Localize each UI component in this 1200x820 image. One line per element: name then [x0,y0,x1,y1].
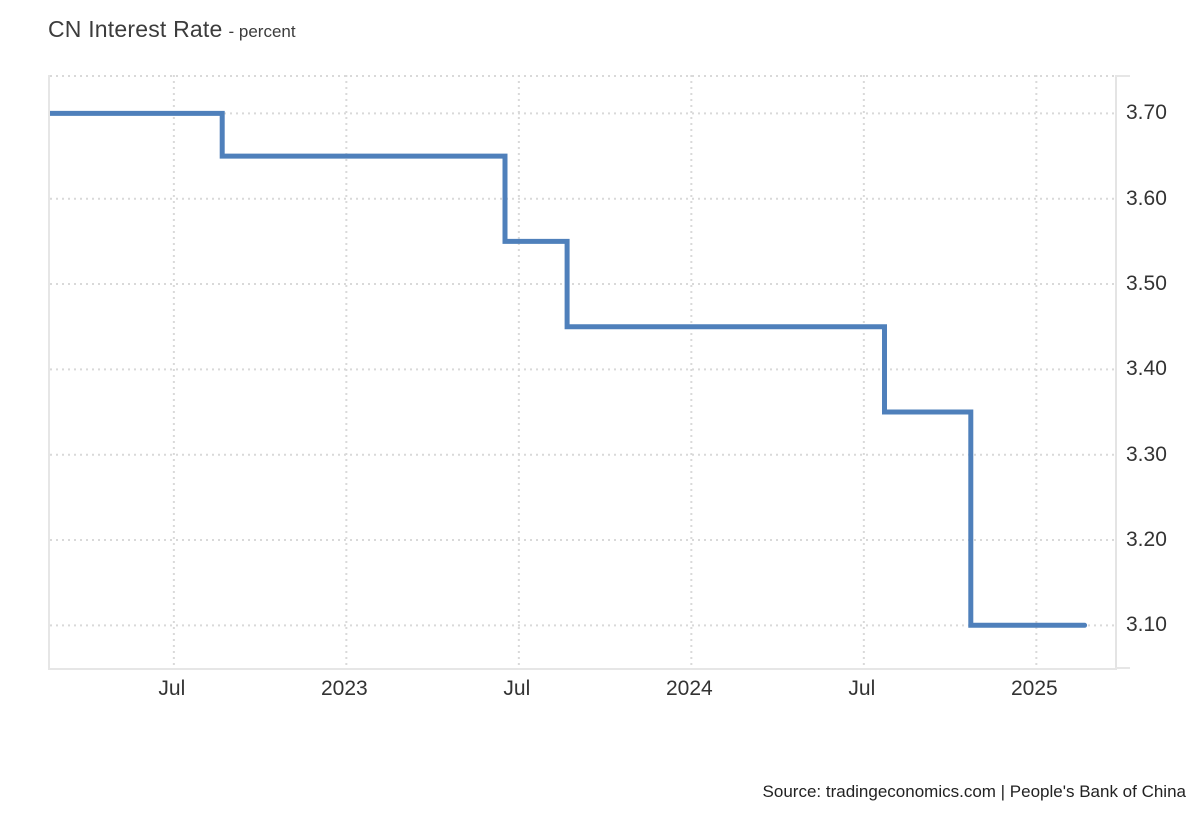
plot-area[interactable] [48,75,1117,670]
x-axis-label: 2023 [320,677,368,700]
x-axis-label: Jul [158,677,186,700]
chart-header: CN Interest Rate - percent [48,16,296,43]
x-axis-label: 2024 [665,677,713,700]
y-axis-top-tick [1115,75,1130,77]
source-credit[interactable]: Source: tradingeconomics.com | People's … [762,782,1186,801]
x-axis-label: 2025 [1010,677,1058,700]
y-axis-label: 3.60 [1126,186,1167,210]
y-axis-bottom-tick [1115,667,1130,669]
y-axis-label: 3.70 [1126,101,1167,125]
line-chart-svg [50,75,1115,668]
interest-rate-step-line[interactable] [50,110,1088,628]
x-axis-label: Jul [503,677,531,700]
y-axis-label: 3.20 [1126,528,1167,551]
chart-title: CN Interest Rate [48,16,223,42]
y-axis-label: 3.50 [1126,272,1167,296]
chart-subtitle: - percent [228,22,296,41]
y-axis-label: 3.30 [1126,442,1167,466]
y-axis-label: 3.10 [1126,613,1167,637]
x-axis-label: Jul [848,677,876,700]
y-axis-label: 3.40 [1126,357,1167,381]
